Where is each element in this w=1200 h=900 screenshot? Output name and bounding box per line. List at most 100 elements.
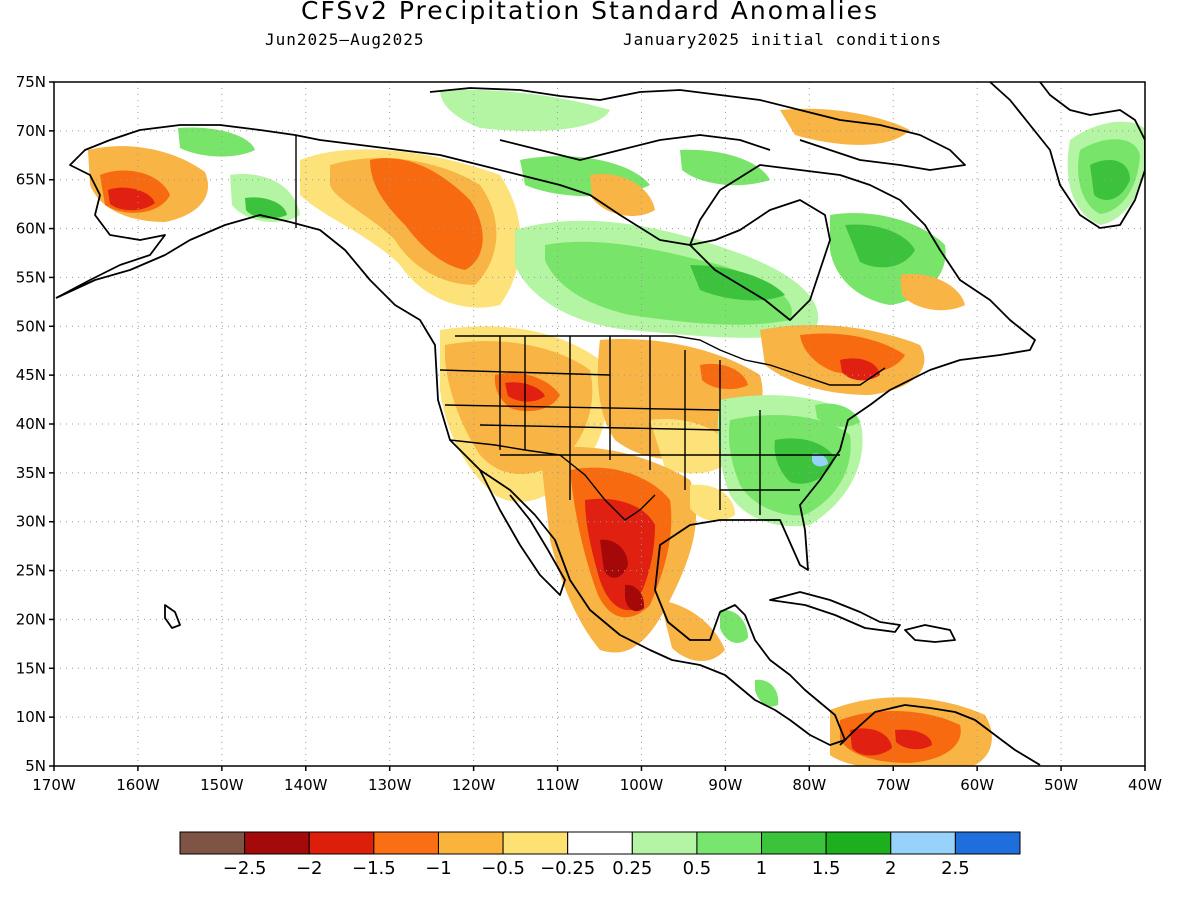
color-scale-label: −1.5 <box>352 858 396 879</box>
lon-tick-label: 40W <box>1128 776 1162 794</box>
state-border <box>439 369 611 376</box>
lat-tick-label: 70N <box>16 122 46 140</box>
color-swatch <box>373 831 439 855</box>
anomaly-region <box>545 241 792 325</box>
arctic-island-coastline <box>429 87 966 171</box>
lat-tick-label: 65N <box>16 171 46 189</box>
lat-tick-label: 55N <box>16 268 46 286</box>
lat-tick-label: 45N <box>16 366 46 384</box>
anomaly-region <box>600 539 628 578</box>
political-borders <box>295 135 886 521</box>
lon-tick-label: 80W <box>792 776 826 794</box>
color-scale-bar <box>179 831 1021 855</box>
lon-tick-label: 50W <box>1044 776 1078 794</box>
color-swatch <box>890 831 956 855</box>
state-border <box>444 404 721 411</box>
arctic-island-coastline <box>499 134 771 161</box>
anomaly-region <box>895 729 932 750</box>
anomaly-region <box>700 363 748 390</box>
anomaly-region <box>800 333 905 375</box>
color-scale-label: 1 <box>756 858 767 879</box>
color-swatch <box>696 831 763 855</box>
color-swatch <box>502 831 569 855</box>
color-scale-label: 1.5 <box>812 858 841 879</box>
greenland-coastline <box>989 82 1145 229</box>
lat-tick-label: 20N <box>16 610 46 628</box>
baja-coastline <box>479 469 566 596</box>
hudson-bay-coastline <box>689 199 831 321</box>
anomaly-region <box>720 609 748 643</box>
lon-tick-label: 90W <box>708 776 742 794</box>
cuba-coastline <box>769 591 901 633</box>
color-swatch <box>761 831 827 855</box>
us-mexico-border <box>449 439 656 521</box>
anomaly-region <box>178 127 255 157</box>
latitude-tick-labels: 75N 70N 65N 60N 55N 50N 45N 40N 35N 30N 25N 20N 15N 1… <box>16 73 54 775</box>
lon-tick-label: 60W <box>960 776 994 794</box>
lat-tick-label: 15N <box>16 659 46 677</box>
lon-tick-label: 170W <box>32 776 76 794</box>
lon-tick-label: 120W <box>452 776 496 794</box>
anomaly-region <box>680 149 770 186</box>
lat-tick-label: 50N <box>16 317 46 335</box>
color-swatch <box>179 831 246 855</box>
anomaly-region <box>625 584 645 612</box>
lat-tick-label: 60N <box>16 220 46 238</box>
coastline-outlines <box>55 82 1145 766</box>
lon-tick-label: 160W <box>116 776 160 794</box>
anomaly-region <box>245 197 287 219</box>
lat-tick-label: 35N <box>16 464 46 482</box>
color-swatch <box>631 831 698 855</box>
color-swatch <box>437 831 504 855</box>
color-swatch <box>308 831 375 855</box>
anomaly-region <box>812 453 828 467</box>
anomaly-region <box>845 224 915 268</box>
lon-tick-label: 110W <box>536 776 580 794</box>
anomaly-region <box>774 438 835 484</box>
color-scale-label: 0.25 <box>612 858 652 879</box>
anomaly-region <box>900 274 965 311</box>
state-border <box>479 424 721 431</box>
anomaly-region <box>690 484 735 521</box>
color-scale-label: 2.5 <box>941 858 970 879</box>
lon-tick-label: 150W <box>200 776 244 794</box>
color-scale-label: −2.5 <box>223 858 267 879</box>
color-scale-label: −2 <box>296 858 323 879</box>
south-america-coastline <box>839 704 1041 766</box>
init-conditions-subtitle: January2025 initial conditions <box>623 30 942 49</box>
anomaly-region <box>370 158 483 270</box>
anomaly-shading <box>88 89 1145 766</box>
page-title: CFSv2 Precipitation Standard Anomalies <box>300 0 879 25</box>
north-america-coastline <box>55 124 1036 746</box>
color-swatch <box>244 831 310 855</box>
longitude-tick-labels: 170W 160W 150W 140W 130W 120W 110W 100W 90W 80W 70… <box>32 766 1162 794</box>
anomaly-region <box>850 728 892 756</box>
color-swatch <box>567 831 633 855</box>
anomaly-region <box>650 419 735 474</box>
color-scale-label: 2 <box>885 858 896 879</box>
lat-tick-label: 5N <box>25 757 46 775</box>
anomaly-region <box>780 108 910 145</box>
color-swatch <box>825 831 892 855</box>
lon-tick-label: 70W <box>876 776 910 794</box>
anomaly-region <box>755 679 779 707</box>
lon-tick-label: 130W <box>368 776 412 794</box>
color-scale-label: −0.25 <box>540 858 595 879</box>
lat-tick-label: 75N <box>16 73 46 91</box>
lat-tick-label: 25N <box>16 562 46 580</box>
lat-tick-label: 40N <box>16 415 46 433</box>
anomaly-region <box>815 403 860 427</box>
hawaii-coastline <box>164 604 181 629</box>
anomaly-region <box>660 600 725 662</box>
color-scale-label: 0.5 <box>683 858 712 879</box>
color-scale-label: −0.5 <box>481 858 525 879</box>
color-swatch <box>954 831 1021 855</box>
lat-tick-label: 10N <box>16 708 46 726</box>
lat-tick-label: 30N <box>16 513 46 531</box>
anomaly-region <box>108 187 155 211</box>
lon-tick-label: 140W <box>284 776 328 794</box>
period-subtitle: Jun2025–Aug2025 <box>265 30 425 49</box>
color-scale-label: −1 <box>425 858 452 879</box>
hispaniola-coastline <box>904 624 956 643</box>
